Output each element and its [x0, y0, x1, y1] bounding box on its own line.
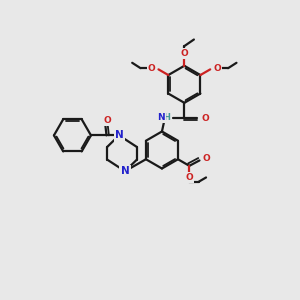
Text: N: N: [157, 113, 165, 122]
Text: O: O: [202, 154, 210, 163]
Text: O: O: [185, 173, 193, 182]
Text: N: N: [115, 130, 123, 140]
Text: H: H: [164, 113, 171, 122]
Text: O: O: [201, 114, 209, 123]
Text: O: O: [213, 64, 221, 73]
Text: O: O: [103, 116, 111, 125]
Text: O: O: [181, 49, 188, 58]
Text: N: N: [121, 166, 129, 176]
Text: O: O: [148, 64, 155, 73]
